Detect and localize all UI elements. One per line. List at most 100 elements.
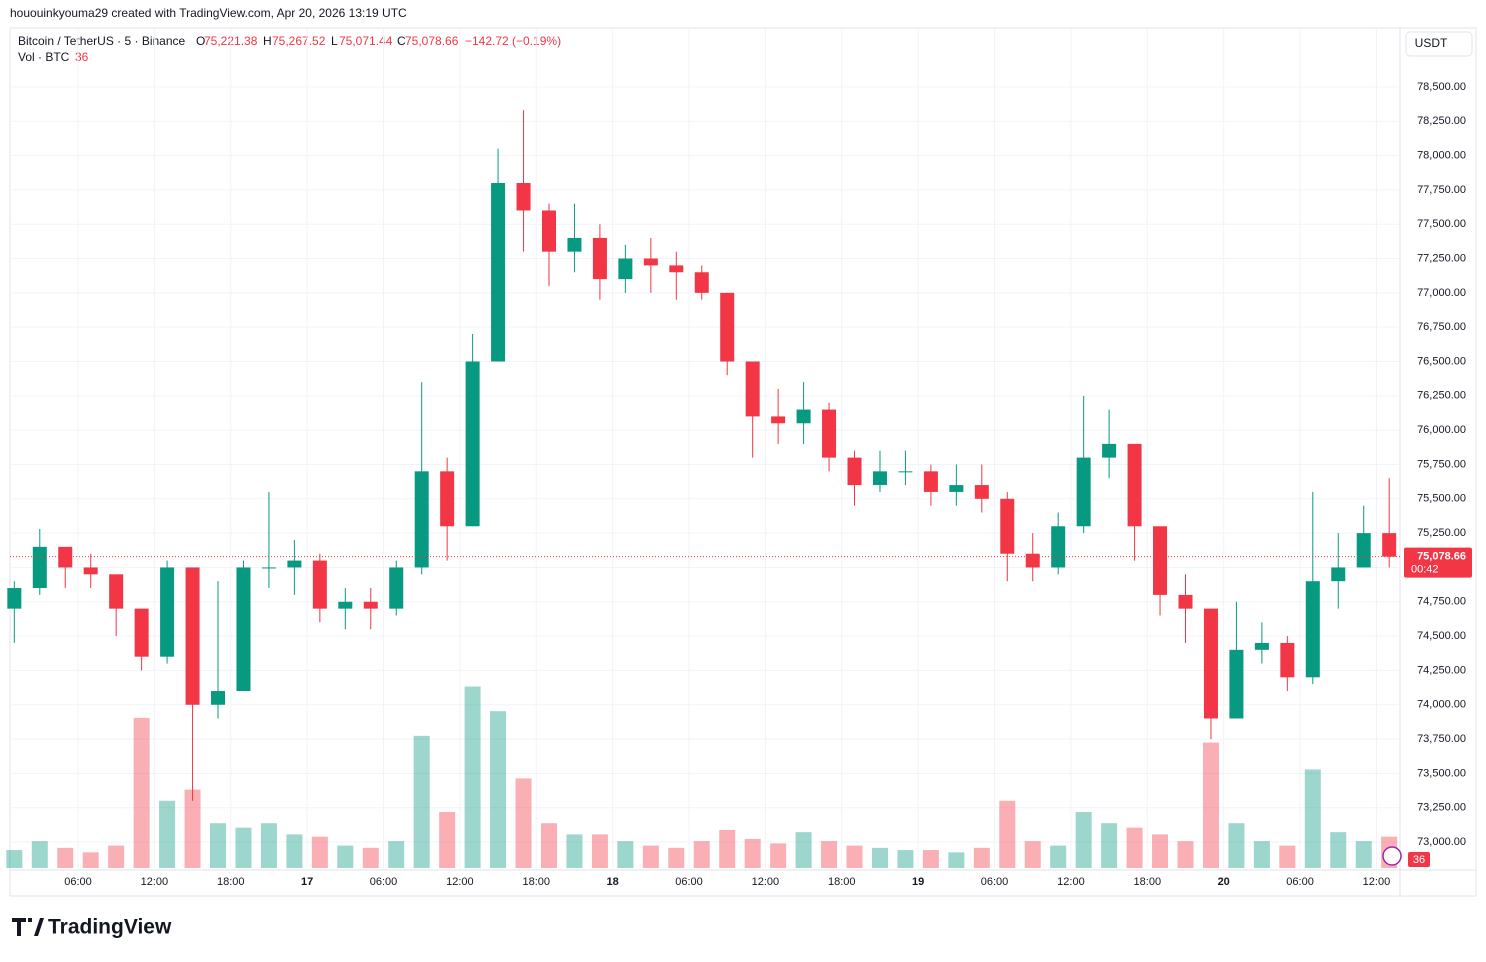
symbol: Bitcoin / TetherUS · 5 · Binance bbox=[18, 34, 186, 48]
close: 75,078.66 bbox=[405, 34, 459, 48]
candle-body bbox=[1331, 567, 1346, 582]
candle-body bbox=[1254, 642, 1269, 650]
candle-body bbox=[134, 608, 149, 657]
candle-body bbox=[974, 485, 989, 499]
volume-bar bbox=[1253, 841, 1270, 868]
y-tick-label: 73,750.00 bbox=[1417, 733, 1466, 745]
x-tick-label: 06:00 bbox=[675, 876, 703, 888]
volume-bar bbox=[795, 832, 812, 868]
candle-body bbox=[796, 409, 811, 424]
volume-bar bbox=[540, 823, 557, 868]
volume-bar bbox=[1101, 823, 1118, 868]
low: 75,071.44 bbox=[339, 34, 393, 48]
volume-bar bbox=[821, 841, 838, 868]
y-tick-label: 74,250.00 bbox=[1417, 664, 1466, 676]
logo-mark bbox=[12, 918, 44, 936]
candle-body bbox=[847, 457, 862, 486]
y-tick-label: 76,250.00 bbox=[1417, 390, 1466, 402]
volume-badge-label: 36 bbox=[1413, 854, 1425, 866]
volume-bar bbox=[999, 800, 1016, 868]
candle-body bbox=[1203, 608, 1218, 719]
volume-bar bbox=[1024, 841, 1041, 868]
o-key: O bbox=[196, 34, 205, 48]
candle-body bbox=[567, 237, 582, 252]
chart-frame bbox=[9, 27, 1477, 897]
volume-bar bbox=[108, 845, 125, 868]
y-tick-label: 78,500.00 bbox=[1417, 81, 1466, 93]
y-tick-label: 76,750.00 bbox=[1417, 321, 1466, 333]
candle-body bbox=[83, 567, 98, 575]
candle-body bbox=[338, 601, 353, 609]
candle-body bbox=[949, 485, 964, 492]
last-price-label: 75,078.66 bbox=[1417, 551, 1466, 563]
currency-button[interactable] bbox=[1405, 31, 1473, 57]
volume-bar bbox=[286, 834, 303, 868]
volume-bar bbox=[744, 838, 761, 868]
volume-bar bbox=[210, 823, 227, 868]
volume-bar bbox=[82, 852, 99, 868]
candle-body bbox=[643, 258, 658, 266]
last-price-badge bbox=[1404, 547, 1472, 578]
x-tick-label: 20 bbox=[1218, 876, 1230, 888]
candle-body bbox=[1305, 581, 1320, 678]
vol-value: 36 bbox=[75, 50, 89, 64]
candle-body bbox=[720, 292, 735, 362]
candle-body bbox=[109, 574, 124, 609]
candle-body bbox=[1051, 526, 1066, 568]
x-tick-label: 18:00 bbox=[1134, 876, 1162, 888]
candle-body bbox=[822, 409, 837, 458]
candle-body bbox=[872, 471, 887, 486]
volume-bar bbox=[846, 845, 863, 868]
volume-badge bbox=[1408, 852, 1430, 867]
candle-body bbox=[7, 588, 22, 609]
volume-bar bbox=[1355, 841, 1372, 868]
y-tick-label: 73,000.00 bbox=[1417, 836, 1466, 848]
candle-body bbox=[771, 416, 786, 424]
volume-bar bbox=[642, 845, 659, 868]
x-tick-label: 18:00 bbox=[217, 876, 245, 888]
y-tick-label: 73,500.00 bbox=[1417, 767, 1466, 779]
x-tick-label: 12:00 bbox=[1057, 876, 1085, 888]
candle-body bbox=[389, 567, 404, 609]
candle-body bbox=[261, 567, 276, 569]
volume-bar bbox=[6, 850, 23, 868]
currency[interactable]: USDT bbox=[1415, 36, 1448, 50]
candle-body bbox=[592, 237, 607, 280]
volume-bar bbox=[439, 812, 456, 868]
c-key: C bbox=[397, 34, 406, 48]
candle-body bbox=[618, 258, 633, 280]
x-tick-label: 18:00 bbox=[522, 876, 550, 888]
candle-body bbox=[1356, 533, 1371, 568]
candle-body bbox=[1280, 642, 1295, 678]
y-tick-label: 77,250.00 bbox=[1417, 252, 1466, 264]
volume-bar bbox=[922, 850, 939, 868]
change: −142.72 (−0.19%) bbox=[465, 34, 561, 48]
candle-body bbox=[236, 567, 251, 692]
y-tick-label: 74,000.00 bbox=[1417, 699, 1466, 711]
candle-body bbox=[541, 210, 556, 252]
credit: hououinkyouma29 created with TradingView… bbox=[10, 6, 407, 20]
y-tick-label: 75,500.00 bbox=[1417, 493, 1466, 505]
x-tick-label: 06:00 bbox=[1286, 876, 1314, 888]
volume-bar bbox=[515, 778, 532, 868]
volume-bar bbox=[591, 834, 608, 868]
volume-bar bbox=[668, 847, 685, 868]
candle-body bbox=[414, 471, 429, 568]
x-tick-label: 12:00 bbox=[446, 876, 474, 888]
candle-body bbox=[32, 546, 47, 589]
candle-body bbox=[363, 601, 378, 609]
volume-bar bbox=[948, 852, 965, 868]
h-key: H bbox=[263, 34, 272, 48]
y-tick-label: 75,250.00 bbox=[1417, 527, 1466, 539]
volume-bar bbox=[1177, 841, 1194, 868]
volume-bar bbox=[57, 847, 74, 868]
candle-body bbox=[1153, 526, 1168, 595]
candle-body bbox=[185, 567, 200, 705]
candle-body bbox=[1229, 649, 1244, 719]
x-tick-label: 12:00 bbox=[752, 876, 780, 888]
volume-bar bbox=[1330, 832, 1347, 868]
x-tick-label: 12:00 bbox=[141, 876, 169, 888]
y-tick-label: 73,250.00 bbox=[1417, 802, 1466, 814]
candle-body bbox=[440, 471, 455, 527]
